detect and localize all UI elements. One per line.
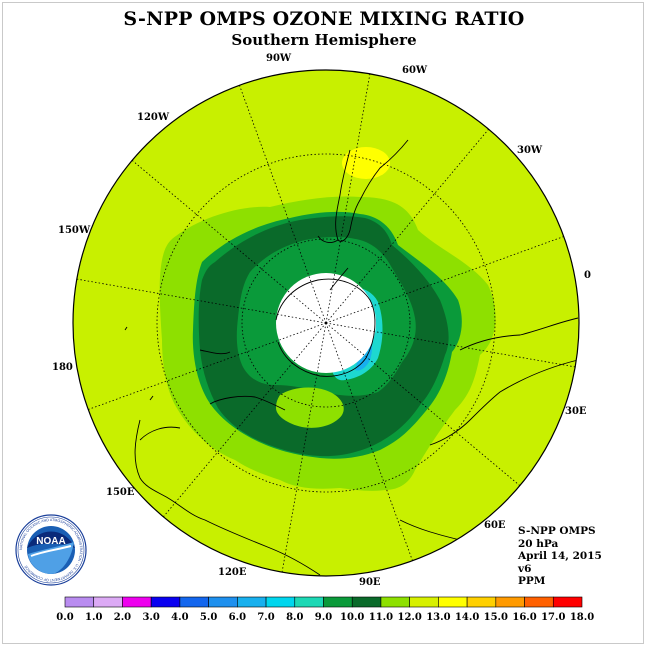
info-date: April 14, 2015: [518, 550, 602, 562]
meridian-line: [325, 73, 371, 324]
colorbar-tick-label: 5.0: [200, 612, 217, 623]
colorbar-tick-label: 4.0: [171, 612, 188, 623]
colorbar-tick-label: 14.0: [455, 612, 479, 623]
meridian-line: [325, 322, 413, 561]
map-boundary: [72, 69, 580, 577]
label-120w: 120W: [137, 112, 170, 123]
colorbar-swatch: [237, 596, 267, 608]
meridian-line: [325, 322, 521, 486]
colorbar-swatch: [208, 596, 238, 608]
meridian-line: [325, 322, 576, 368]
coastlines: [124, 139, 579, 576]
meridians: [76, 73, 576, 573]
colorbar-swatch: [552, 596, 583, 608]
info-level: 20 hPa: [518, 537, 559, 550]
colorbar-swatch: [351, 596, 382, 608]
label-90w: 90W: [266, 53, 292, 64]
colorbar: 0.0 1.0 2.0 3.0 4.0 5.0 6.0 7.0 8.0 9.0 10.0 11.0 12…: [56, 596, 594, 623]
colorbar-tick-label: 6.0: [229, 612, 246, 623]
colorbar-tick-label: 7.0: [257, 612, 274, 623]
noaa-logo: NOAA NATIONAL OCEANIC AND ATMOSPHERIC AD…: [15, 514, 87, 586]
colorbar-tick-label: 2.0: [114, 612, 131, 623]
colorbar-swatch: [150, 596, 181, 608]
meridian-line: [281, 322, 327, 573]
meridian-line: [88, 322, 327, 410]
field-10-11-lobe: [276, 387, 344, 428]
colorbar-swatch: [380, 596, 410, 608]
info-instrument: S-NPP OMPS: [518, 525, 596, 537]
colorbar-tick-label: 16.0: [512, 612, 536, 623]
colorbar-tick-label: 12.0: [397, 612, 421, 623]
colorbar-tick-label: 10.0: [340, 612, 364, 623]
colorbar-tick-label: 8.0: [286, 612, 303, 623]
label-0: 0: [584, 270, 591, 281]
meridian-line: [76, 278, 327, 324]
label-60e: 60E: [484, 520, 506, 531]
colorbar-swatch: [122, 596, 152, 608]
graticule: [156, 153, 496, 493]
info-units: PPM: [518, 575, 546, 587]
colorbar-tick-label: 3.0: [142, 612, 159, 623]
colorbar-swatch: [466, 596, 497, 608]
colorbar-swatch: [265, 596, 296, 608]
label-60w: 60W: [402, 65, 428, 76]
meridian-line: [325, 236, 564, 324]
colorbar-tick-label: 13.0: [426, 612, 450, 623]
colorbar-swatch: [294, 596, 324, 608]
colorbar-swatch: [495, 596, 525, 608]
colorbar-tick-label: 1.0: [85, 612, 102, 623]
meridian-line: [163, 322, 327, 518]
label-150w: 150W: [58, 225, 91, 236]
label-150e: 150E: [106, 487, 135, 498]
noaa-logo-text: NOAA: [36, 536, 65, 547]
label-30e: 30E: [565, 406, 587, 417]
colorbar-swatch: [93, 596, 123, 608]
colorbar-swatch: [409, 596, 439, 608]
colorbar-tick-label: 15.0: [484, 612, 508, 623]
map-subtitle: Southern Hemisphere: [231, 31, 417, 49]
meridian-line: [131, 160, 327, 324]
label-180: 180: [52, 362, 73, 373]
colorbar-swatch: [524, 596, 554, 608]
map-title: S-NPP OMPS OZONE MIXING RATIO: [123, 8, 525, 30]
colorbar-tick-label: 0.0: [56, 612, 73, 623]
meridian-line: [325, 128, 489, 324]
product-info: S-NPP OMPS 20 hPa April 14, 2015 v6 PPM: [518, 525, 602, 588]
colorbar-swatch: [64, 596, 95, 608]
label-30w: 30W: [517, 145, 543, 156]
colorbar-tick-label: 18.0: [570, 612, 594, 623]
ozone-field: [73, 70, 579, 576]
info-version: v6: [518, 562, 532, 575]
colorbar-tick-label: 17.0: [541, 612, 565, 623]
colorbar-tick-label: 11.0: [369, 612, 393, 623]
label-120e: 120E: [218, 567, 247, 578]
label-90e: 90E: [359, 577, 381, 588]
colorbar-swatch: [179, 596, 209, 608]
colorbar-swatch: [438, 596, 468, 608]
colorbar-tick-label: 9.0: [315, 612, 332, 623]
meridian-line: [239, 85, 327, 324]
colorbar-swatch: [323, 596, 353, 608]
